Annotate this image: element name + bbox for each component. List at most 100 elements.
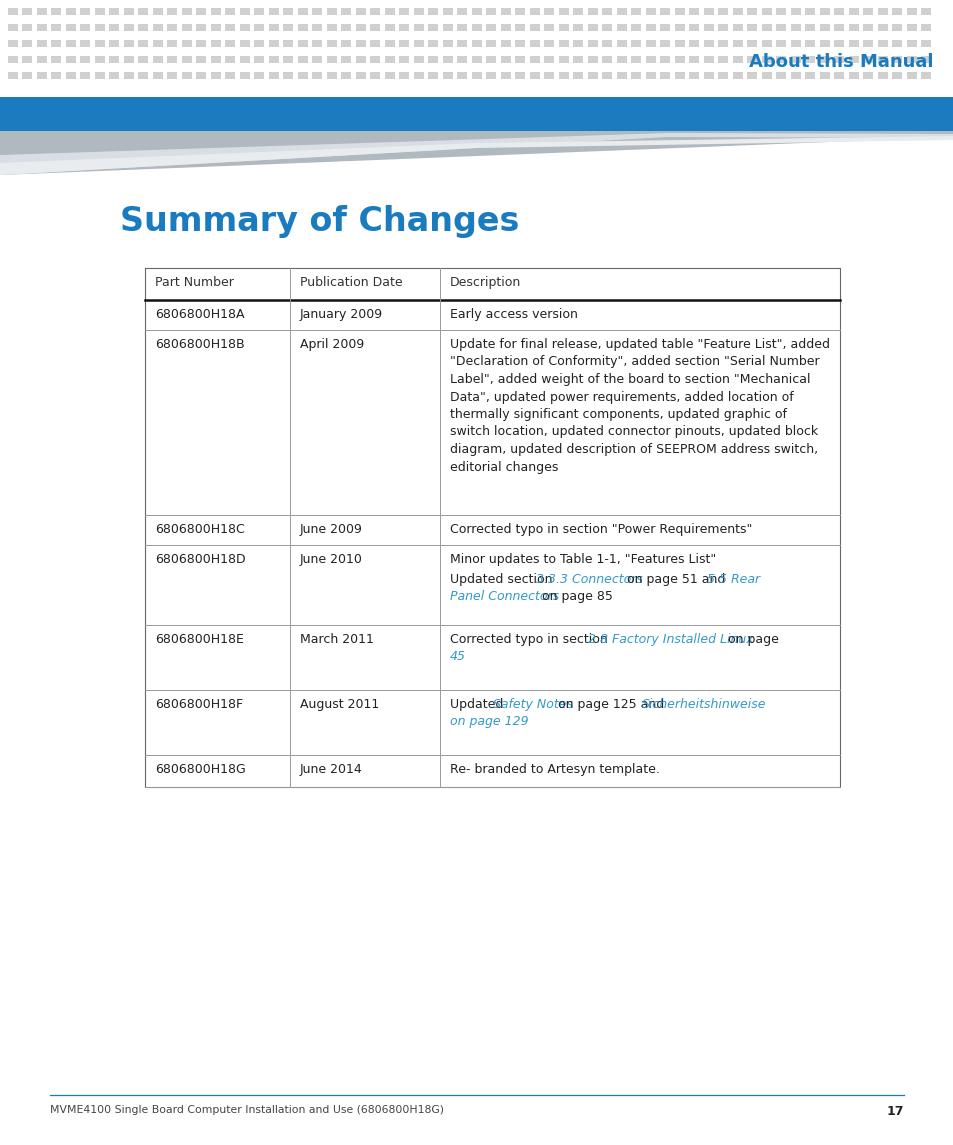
FancyBboxPatch shape <box>37 56 47 63</box>
FancyBboxPatch shape <box>848 56 858 63</box>
FancyBboxPatch shape <box>921 8 930 15</box>
FancyBboxPatch shape <box>152 40 163 47</box>
FancyBboxPatch shape <box>515 40 525 47</box>
FancyBboxPatch shape <box>297 56 308 63</box>
FancyBboxPatch shape <box>442 72 453 79</box>
FancyBboxPatch shape <box>732 8 742 15</box>
FancyBboxPatch shape <box>152 8 163 15</box>
FancyBboxPatch shape <box>515 56 525 63</box>
FancyBboxPatch shape <box>587 8 598 15</box>
FancyBboxPatch shape <box>138 8 149 15</box>
FancyBboxPatch shape <box>804 56 815 63</box>
FancyBboxPatch shape <box>573 24 583 31</box>
FancyBboxPatch shape <box>790 40 801 47</box>
FancyBboxPatch shape <box>254 24 264 31</box>
Text: Corrected typo in section: Corrected typo in section <box>450 633 611 646</box>
FancyBboxPatch shape <box>472 40 481 47</box>
FancyBboxPatch shape <box>80 56 91 63</box>
FancyBboxPatch shape <box>327 40 336 47</box>
FancyBboxPatch shape <box>110 56 119 63</box>
Text: on page 85: on page 85 <box>534 590 612 603</box>
FancyBboxPatch shape <box>558 40 568 47</box>
FancyBboxPatch shape <box>211 56 221 63</box>
FancyBboxPatch shape <box>428 24 438 31</box>
FancyBboxPatch shape <box>399 56 409 63</box>
FancyBboxPatch shape <box>457 8 467 15</box>
FancyBboxPatch shape <box>8 72 18 79</box>
FancyBboxPatch shape <box>587 56 598 63</box>
FancyBboxPatch shape <box>341 56 351 63</box>
FancyBboxPatch shape <box>675 72 684 79</box>
FancyBboxPatch shape <box>761 8 771 15</box>
FancyBboxPatch shape <box>921 40 930 47</box>
Text: Publication Date: Publication Date <box>299 276 402 289</box>
FancyBboxPatch shape <box>790 24 801 31</box>
FancyBboxPatch shape <box>414 8 423 15</box>
FancyBboxPatch shape <box>138 72 149 79</box>
FancyBboxPatch shape <box>313 24 322 31</box>
FancyBboxPatch shape <box>428 40 438 47</box>
FancyBboxPatch shape <box>428 56 438 63</box>
FancyBboxPatch shape <box>732 24 742 31</box>
FancyBboxPatch shape <box>804 24 815 31</box>
FancyBboxPatch shape <box>892 8 902 15</box>
FancyBboxPatch shape <box>515 8 525 15</box>
FancyBboxPatch shape <box>196 40 206 47</box>
FancyBboxPatch shape <box>790 72 801 79</box>
FancyBboxPatch shape <box>820 24 829 31</box>
FancyBboxPatch shape <box>80 72 91 79</box>
FancyBboxPatch shape <box>862 8 873 15</box>
FancyBboxPatch shape <box>500 40 511 47</box>
FancyBboxPatch shape <box>747 40 757 47</box>
FancyBboxPatch shape <box>313 72 322 79</box>
FancyBboxPatch shape <box>8 40 18 47</box>
FancyBboxPatch shape <box>862 56 873 63</box>
FancyBboxPatch shape <box>457 56 467 63</box>
FancyBboxPatch shape <box>862 72 873 79</box>
FancyBboxPatch shape <box>297 24 308 31</box>
FancyBboxPatch shape <box>776 24 785 31</box>
FancyBboxPatch shape <box>834 40 843 47</box>
FancyBboxPatch shape <box>211 72 221 79</box>
Text: Corrected typo in section "Power Requirements": Corrected typo in section "Power Require… <box>450 523 752 536</box>
FancyBboxPatch shape <box>573 72 583 79</box>
FancyBboxPatch shape <box>269 8 278 15</box>
FancyBboxPatch shape <box>892 56 902 63</box>
FancyBboxPatch shape <box>51 40 61 47</box>
Text: MVME4100 Single Board Computer Installation and Use (6806800H18G): MVME4100 Single Board Computer Installat… <box>50 1105 443 1115</box>
FancyBboxPatch shape <box>442 56 453 63</box>
FancyBboxPatch shape <box>761 56 771 63</box>
FancyBboxPatch shape <box>617 56 626 63</box>
FancyBboxPatch shape <box>834 72 843 79</box>
FancyBboxPatch shape <box>472 8 481 15</box>
FancyBboxPatch shape <box>8 56 18 63</box>
FancyBboxPatch shape <box>631 40 640 47</box>
Text: on page 51 and: on page 51 and <box>618 572 729 586</box>
FancyBboxPatch shape <box>182 72 192 79</box>
FancyBboxPatch shape <box>23 8 32 15</box>
FancyBboxPatch shape <box>80 40 91 47</box>
FancyBboxPatch shape <box>776 72 785 79</box>
FancyBboxPatch shape <box>66 8 76 15</box>
FancyBboxPatch shape <box>211 24 221 31</box>
FancyBboxPatch shape <box>51 72 61 79</box>
FancyBboxPatch shape <box>37 72 47 79</box>
FancyBboxPatch shape <box>211 40 221 47</box>
FancyBboxPatch shape <box>385 72 395 79</box>
FancyBboxPatch shape <box>804 40 815 47</box>
FancyBboxPatch shape <box>848 24 858 31</box>
FancyBboxPatch shape <box>718 56 728 63</box>
Text: January 2009: January 2009 <box>299 308 383 321</box>
FancyBboxPatch shape <box>645 56 656 63</box>
FancyBboxPatch shape <box>877 24 887 31</box>
FancyBboxPatch shape <box>776 56 785 63</box>
FancyBboxPatch shape <box>892 24 902 31</box>
FancyBboxPatch shape <box>587 40 598 47</box>
FancyBboxPatch shape <box>689 40 699 47</box>
FancyBboxPatch shape <box>906 56 916 63</box>
FancyBboxPatch shape <box>645 24 656 31</box>
FancyBboxPatch shape <box>732 56 742 63</box>
FancyBboxPatch shape <box>675 40 684 47</box>
FancyBboxPatch shape <box>862 24 873 31</box>
Text: Panel Connectors: Panel Connectors <box>450 590 558 603</box>
